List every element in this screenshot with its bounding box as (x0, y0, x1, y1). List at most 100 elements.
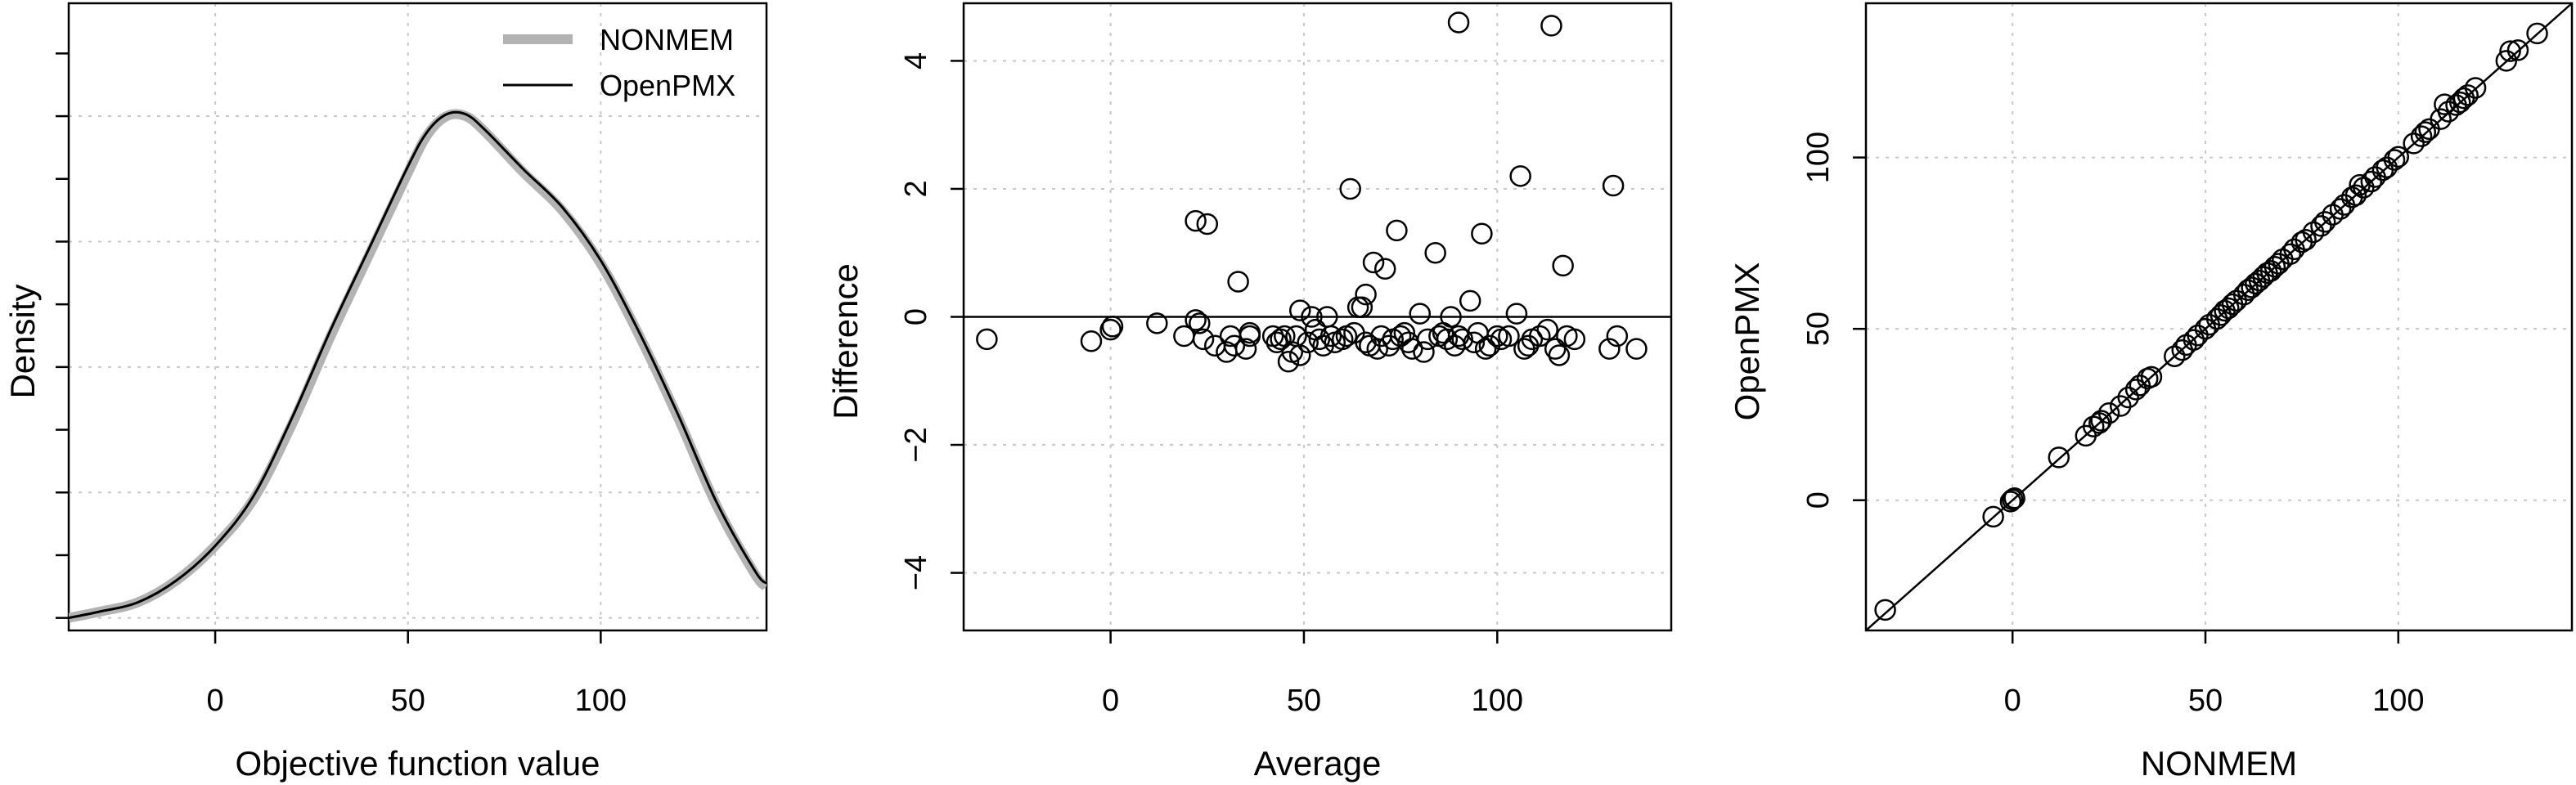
data-point (1544, 338, 1567, 360)
data-point (2090, 410, 2112, 432)
y-axis-title: Density (3, 284, 42, 398)
data-point (2164, 345, 2186, 367)
data-point (1227, 271, 1249, 293)
data-point (2383, 149, 2406, 171)
x-tick-label: 50 (391, 684, 425, 718)
data-point (2279, 243, 2301, 266)
identity-line (1866, 3, 2572, 630)
y-axis-title: OpenPMX (1728, 262, 1766, 421)
data-point (1196, 213, 1219, 236)
data-point (2097, 402, 2120, 424)
data-point (2109, 395, 2132, 417)
data-point (1602, 174, 1625, 197)
data-point (1606, 325, 1629, 348)
data-point (2313, 211, 2336, 233)
legend-label-nonmem: NONMEM (600, 23, 734, 56)
data-point (1874, 599, 1896, 621)
data-point (1239, 321, 1261, 344)
data-point (1413, 341, 1435, 363)
plot-area (964, 11, 1671, 373)
data-point (2360, 170, 2383, 193)
density-panel: 0 50 100 Objective function value Density NON… (3, 2, 768, 783)
data-point (2082, 415, 2105, 437)
y-tick-label: −4 (899, 555, 933, 590)
x-tick-label: 100 (575, 684, 627, 718)
y-tick-label: 0 (1801, 491, 1836, 509)
data-point (2403, 132, 2425, 155)
comparison-panel: 0 50 100 0 50 100 NONMEM OpenPMX (1728, 2, 2574, 783)
data-point (2218, 297, 2240, 320)
y-axis-title: Difference (826, 263, 865, 419)
data-point (1355, 283, 1377, 306)
legend-label-openpmx: OpenPMX (600, 69, 735, 102)
y-tick-label: 0 (899, 308, 933, 325)
data-point (2414, 121, 2437, 143)
data-point (1234, 338, 1257, 360)
data-point (1373, 258, 1396, 280)
data-point (2344, 184, 2367, 206)
data-point (1355, 331, 1377, 354)
data-point (1471, 222, 1493, 245)
legend: NONMEM OpenPMX (503, 23, 735, 102)
data-point (1297, 331, 1319, 354)
data-point (1509, 165, 1531, 187)
y-tick-label: 100 (1801, 132, 1836, 183)
data-point (2499, 40, 2521, 62)
data-point (1401, 338, 1423, 360)
data-point (1185, 209, 1207, 232)
data-point (1548, 344, 1571, 366)
y-tick-label: −2 (899, 427, 933, 462)
data-point (1192, 328, 1215, 351)
data-point (1540, 15, 1562, 37)
y-tick-label: 2 (899, 180, 933, 197)
plot-area (1866, 3, 2572, 630)
data-point (1101, 315, 1124, 338)
data-point (1339, 177, 1361, 200)
data-point (1331, 328, 1354, 351)
data-point (2129, 375, 2151, 397)
data-point (1146, 312, 1168, 334)
data-point (2329, 198, 2352, 220)
data-point (2506, 39, 2529, 61)
data-point (2387, 146, 2410, 168)
data-point (2310, 215, 2332, 237)
x-tick-label: 50 (1287, 684, 1321, 718)
data-point (1451, 328, 1474, 351)
plot-frame (67, 2, 768, 632)
data-point (2464, 77, 2487, 99)
x-tick-label: 0 (2004, 684, 2021, 718)
data-point (1080, 330, 1103, 352)
plot-frame (1864, 2, 2574, 632)
data-point (1536, 318, 1558, 341)
data-point (1474, 338, 1497, 360)
data-point (2410, 125, 2433, 147)
data-point (1277, 351, 1300, 373)
y-tick-label: 50 (1801, 312, 1836, 346)
data-point (1288, 344, 1311, 366)
data-point (2001, 488, 2024, 511)
series-line-nonmem (69, 109, 767, 623)
data-point (1552, 254, 1574, 277)
data-point (2264, 256, 2286, 278)
data-point (1362, 251, 1385, 274)
data-point (1459, 289, 1481, 312)
x-axis-title: Average (1254, 744, 1382, 783)
data-point (1099, 318, 1122, 341)
y-tick-label: 4 (899, 52, 933, 70)
data-point (1598, 338, 1621, 360)
x-tick-label: 50 (2188, 684, 2223, 718)
difference-panel: 0 50 100 −4 −2 0 2 4 Average Difference (826, 2, 1673, 783)
data-point (1185, 309, 1207, 331)
x-axis-title: Objective function value (236, 744, 600, 783)
data-point (1625, 338, 1648, 360)
data-point (1463, 331, 1486, 354)
data-point (1529, 325, 1551, 348)
x-tick-label: 0 (1102, 684, 1119, 718)
series-line-openpmx (69, 110, 767, 620)
data-point (1308, 328, 1331, 351)
data-point (1563, 328, 1586, 351)
data-point (1982, 505, 2004, 528)
data-point (1301, 306, 1323, 328)
data-point (1424, 241, 1446, 264)
